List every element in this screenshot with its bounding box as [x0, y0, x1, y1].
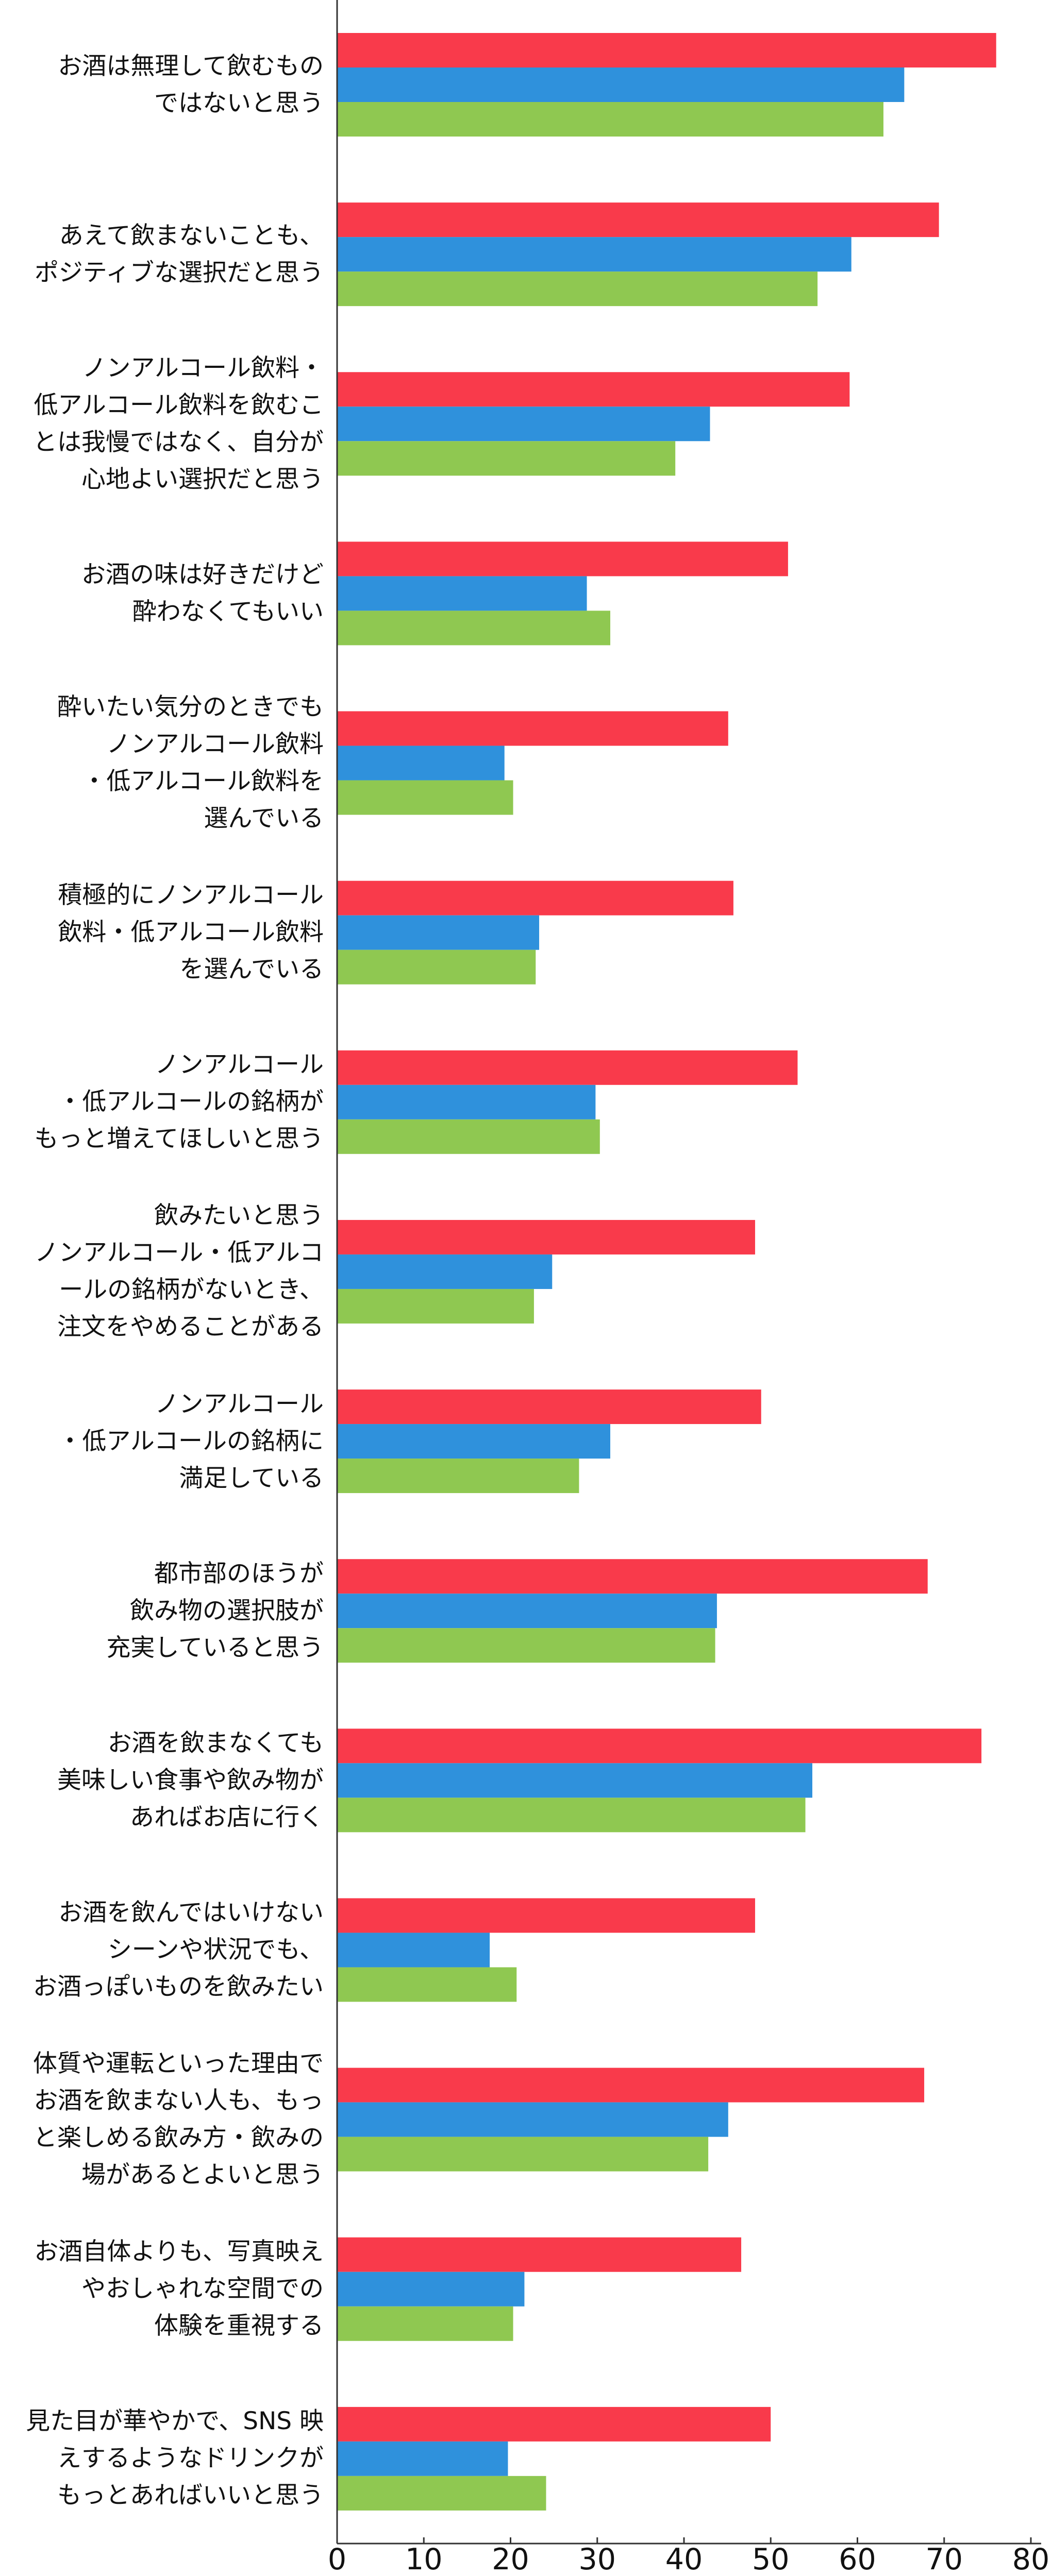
- bar: [337, 102, 883, 137]
- bar: [337, 915, 540, 950]
- category-label: ノンアルコール飲料・ 低アルコール飲料を飲むこ とは我慢ではなく、自分が 心地よ…: [33, 353, 324, 494]
- x-tick-label: 70: [925, 2543, 963, 2576]
- bar: [337, 576, 587, 611]
- bar: [337, 237, 851, 272]
- category-label: ノンアルコール ・低アルコールの銘柄が もっと増えてほしいと思う: [34, 1050, 324, 1154]
- bar: [337, 1459, 579, 1494]
- bar: [337, 372, 850, 407]
- bar: [337, 541, 788, 577]
- bar: [337, 2067, 925, 2103]
- x-tick-label: 80: [1012, 2543, 1050, 2576]
- category-label: お酒自体よりも、写真映え やおしゃれな空間での 体験を重視する: [34, 2238, 324, 2341]
- bar: [337, 2306, 513, 2341]
- bar: [337, 1084, 596, 1120]
- bar: [337, 1559, 928, 1594]
- x-tick-label: 40: [665, 2543, 703, 2576]
- bar: [337, 272, 818, 307]
- category-label: お酒を飲まなくても 美味しい食事や飲み物が あればお店に行く: [57, 1728, 324, 1832]
- category-label: 見た目が華やかで、SNS 映 えするようなドリンクが もっとあればいいと思う: [26, 2407, 324, 2510]
- bar: [337, 1798, 806, 1833]
- bar: [337, 2441, 508, 2476]
- bar: [337, 1389, 761, 1425]
- bar: [337, 1254, 553, 1289]
- bar: [337, 1119, 600, 1154]
- bar: [337, 67, 905, 102]
- bar: [337, 33, 996, 67]
- bar: [337, 1050, 798, 1085]
- category-label: あえて飲まないことも、 ポジティブな選択だと思う: [34, 221, 324, 287]
- bar: [337, 780, 513, 815]
- bar: [337, 2406, 771, 2442]
- bar: [337, 2102, 728, 2137]
- bar: [337, 1933, 490, 1968]
- category-label: 積極的にノンアルコール 飲料・低アルコール飲料 を選んでいる: [58, 881, 324, 984]
- bar: [337, 406, 710, 442]
- bar: [337, 711, 728, 746]
- bar: [337, 611, 610, 646]
- x-tick-label: 30: [578, 2543, 616, 2576]
- bar: [337, 1289, 534, 1324]
- bar: [337, 2137, 709, 2172]
- bar: [337, 2237, 742, 2272]
- x-tick-label: 50: [752, 2543, 790, 2576]
- bar: [337, 1594, 717, 1629]
- category-label: 体質や運転といった理由で お酒を飲まない人も、もっ と楽しめる飲み方・飲みの 場…: [33, 2049, 324, 2190]
- bar: [337, 1898, 755, 1933]
- category-label: お酒を飲んではいけない シーンや状況でも、 お酒っぽいものを飲みたい: [33, 1898, 324, 2001]
- x-tick-label: 10: [405, 2543, 443, 2576]
- x-tick-label: 20: [492, 2543, 529, 2576]
- category-label: ノンアルコール ・低アルコールの銘柄に 満足している: [58, 1389, 324, 1493]
- bar: [337, 1967, 517, 2002]
- bar: [337, 1424, 610, 1459]
- bar: [337, 441, 676, 476]
- x-tick-label: 60: [839, 2543, 876, 2576]
- bar: [337, 1763, 813, 1798]
- category-label: 酔いたい気分のときでも ノンアルコール飲料 ・低アルコール飲料を 選んでいる: [57, 693, 324, 833]
- bar: [337, 2476, 546, 2511]
- category-label: 飲みたいと思う ノンアルコール・低アルコ ールの銘柄がないとき、 注文をやめるこ…: [34, 1201, 324, 1342]
- bar: [337, 202, 939, 238]
- bar: [337, 745, 505, 781]
- category-label: 都市部のほうが 飲み物の選択肢が 充実していると思う: [106, 1559, 324, 1662]
- bar: [337, 1219, 755, 1255]
- category-label: お酒は無理して飲むもの ではないと思う: [58, 52, 324, 117]
- bar: [337, 1728, 982, 1764]
- bar: [337, 2272, 525, 2307]
- bar: [337, 950, 536, 985]
- category-label: お酒の味は好きだけど 酔わなくてもいい: [81, 560, 324, 626]
- bar: [337, 880, 733, 916]
- x-tick-label: 0: [328, 2543, 346, 2576]
- bar: [337, 1628, 715, 1663]
